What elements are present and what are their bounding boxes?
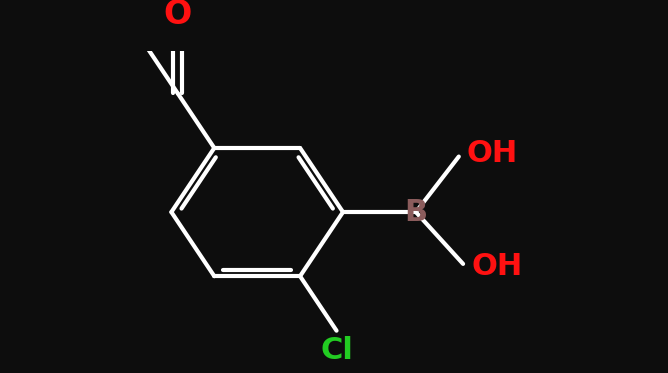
Text: OH: OH <box>467 140 518 169</box>
Text: OH: OH <box>471 252 522 281</box>
Text: Cl: Cl <box>320 336 353 365</box>
Text: O: O <box>164 0 192 31</box>
Text: B: B <box>404 198 428 226</box>
